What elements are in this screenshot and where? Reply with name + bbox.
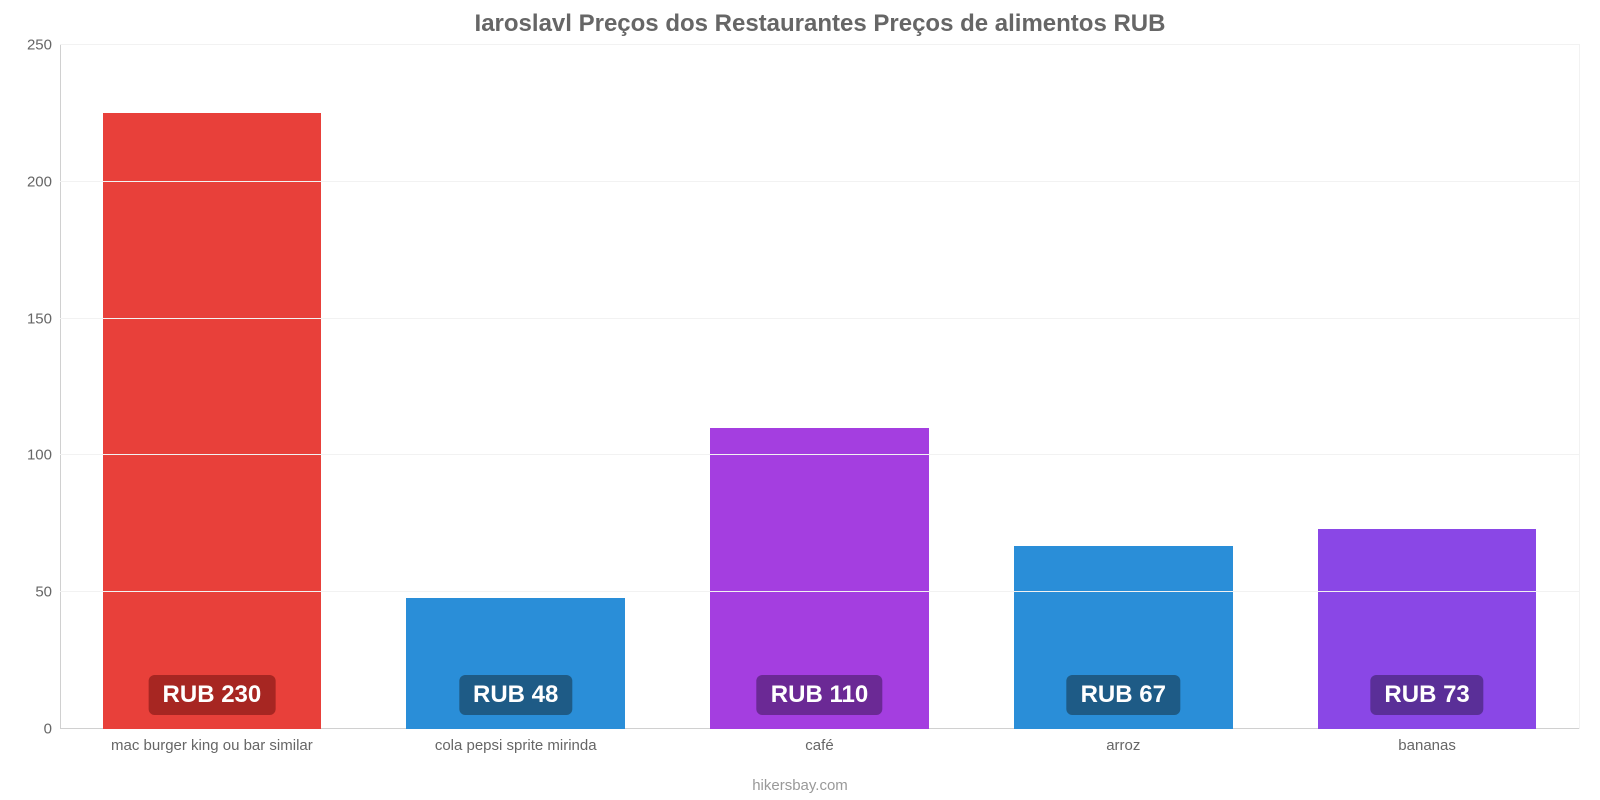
y-tick-label: 100: [12, 447, 52, 464]
bar: RUB 110: [710, 428, 929, 729]
gridline: [60, 591, 1579, 592]
x-tick-label: café: [805, 737, 833, 754]
bar-slot: RUB 73bananas: [1275, 45, 1579, 729]
x-tick-label: bananas: [1398, 737, 1456, 754]
y-tick-label: 0: [12, 721, 52, 738]
y-tick-label: 250: [12, 37, 52, 54]
chart-container: Iaroslavl Preços dos Restaurantes Preços…: [0, 0, 1600, 800]
x-tick-label: arroz: [1106, 737, 1140, 754]
bar: RUB 230: [103, 113, 322, 729]
bar: RUB 67: [1014, 546, 1233, 729]
x-tick-label: mac burger king ou bar similar: [111, 737, 313, 754]
gridline: [60, 44, 1579, 45]
gridline: [60, 454, 1579, 455]
bars-layer: RUB 230mac burger king ou bar similarRUB…: [60, 45, 1579, 729]
bar-slot: RUB 110café: [668, 45, 972, 729]
gridline: [60, 181, 1579, 182]
bar-value-label: RUB 48: [459, 675, 572, 715]
bar-value-label: RUB 73: [1370, 675, 1483, 715]
bar-value-label: RUB 230: [149, 675, 276, 715]
plot-area: RUB 230mac burger king ou bar similarRUB…: [60, 44, 1580, 729]
footer-credit: hikersbay.com: [0, 777, 1600, 794]
bar-value-label: RUB 67: [1067, 675, 1180, 715]
bar-slot: RUB 230mac burger king ou bar similar: [60, 45, 364, 729]
y-tick-label: 200: [12, 173, 52, 190]
bar-slot: RUB 67arroz: [971, 45, 1275, 729]
gridline: [60, 318, 1579, 319]
x-tick-label: cola pepsi sprite mirinda: [435, 737, 597, 754]
y-tick-label: 50: [12, 584, 52, 601]
bar-slot: RUB 48cola pepsi sprite mirinda: [364, 45, 668, 729]
bar-value-label: RUB 110: [757, 675, 882, 715]
bar: RUB 73: [1318, 529, 1537, 729]
chart-title: Iaroslavl Preços dos Restaurantes Preços…: [60, 10, 1580, 38]
bar: RUB 48: [406, 598, 625, 729]
y-tick-label: 150: [12, 310, 52, 327]
